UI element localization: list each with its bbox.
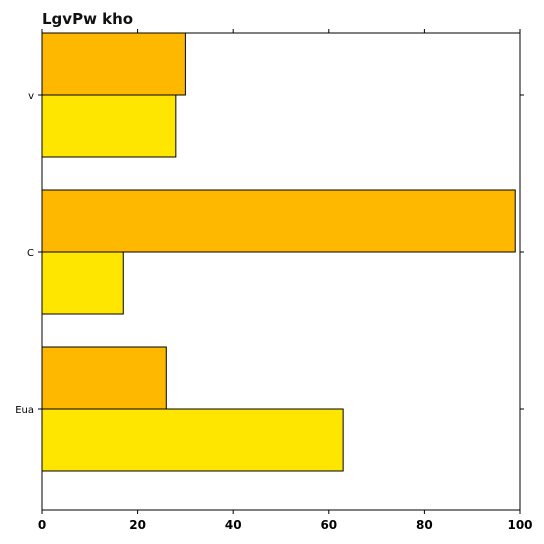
x-tick-label: 40 [225,518,242,532]
bars-layer [41,32,516,472]
x-tick-label: 60 [320,518,337,532]
bar-C-series-1 [41,189,516,253]
bar-v-series-2 [41,94,177,158]
y-tick-label: v [28,91,34,102]
bar-v-series-1 [41,32,186,96]
bar-Eua-series-2 [41,408,344,472]
x-tick-label: 80 [416,518,433,532]
y-axis: v C Eua [15,91,524,416]
y-tick-label: C [27,248,34,259]
x-tick-label: 100 [507,518,532,532]
x-axis: 0 20 40 60 80 100 [38,29,533,532]
y-tick-label: Eua [15,405,34,416]
bar-C-series-2 [41,251,124,315]
x-tick-label: 20 [129,518,146,532]
chart-title: LgvPw kho [42,10,133,28]
x-tick-label: 0 [38,518,46,532]
bar-Eua-series-1 [41,346,167,410]
